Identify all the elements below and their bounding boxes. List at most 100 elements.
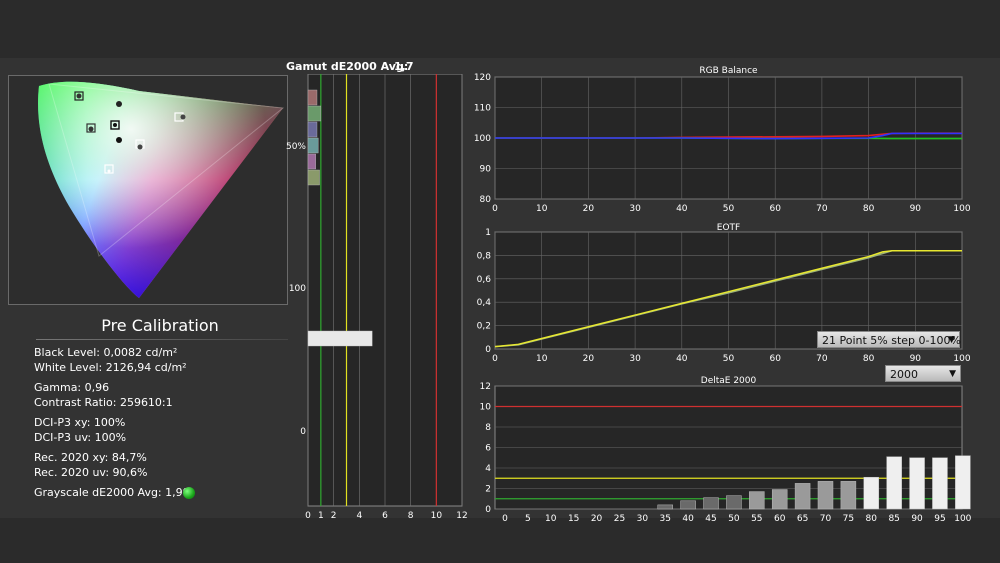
x-tick-label: 80: [866, 514, 878, 524]
measured-point-gray: [116, 137, 122, 143]
y-tick-label: 100: [474, 134, 491, 144]
x-tick-label: 80: [863, 354, 875, 364]
x-tick-label: 55: [751, 514, 762, 524]
x-tick-label: 2: [331, 511, 337, 521]
x-tick-label: 5: [525, 514, 531, 524]
x-tick-label: 60: [769, 354, 781, 364]
gamut-bar: [307, 137, 319, 154]
measured-point-white: [113, 123, 117, 127]
y-tick-label: 50%: [286, 142, 306, 152]
x-tick-label: 60: [774, 514, 786, 524]
gamut-bar: [307, 169, 320, 186]
peak-dropdown[interactable]: 2000 ▼: [885, 365, 961, 382]
series-line-1: [494, 249, 962, 348]
x-tick-label: 12: [456, 511, 467, 521]
y-tick-label: 0: [485, 505, 491, 515]
eotf-pattern-value: 21 Point 5% step 0-100%: [822, 334, 961, 347]
x-tick-label: 0: [492, 354, 498, 364]
target-marker-green: [74, 91, 84, 101]
rec2020-xy: Rec. 2020 xy: 84,7%: [34, 451, 147, 464]
dci-p3-xy: DCI-P3 xy: 100%: [34, 416, 126, 429]
target-marker-blue: [104, 164, 114, 174]
y-tick-label: 0,2: [477, 322, 491, 332]
x-tick-label: 20: [591, 514, 603, 524]
x-tick-label: 0: [492, 204, 498, 214]
x-tick-label: 50: [723, 204, 735, 214]
x-tick-label: 70: [816, 204, 828, 214]
cie-diagram-frame: [8, 75, 288, 305]
measured-point-red: [180, 114, 186, 120]
x-tick-label: 0: [502, 514, 508, 524]
gamut-bar: [307, 330, 373, 347]
x-tick-label: 8: [408, 511, 414, 521]
target-marker-cyan: [86, 123, 96, 133]
x-tick-label: 1: [318, 511, 324, 521]
deltae-bar: [726, 495, 742, 510]
chevron-down-icon: ▼: [948, 335, 955, 345]
x-tick-label: 30: [629, 354, 641, 364]
measured-point-cyan: [88, 126, 94, 132]
gamut-de-value: 1,7: [394, 60, 414, 73]
x-tick-label: 100: [953, 354, 970, 364]
y-tick-label: 80: [480, 195, 492, 205]
x-tick-label: 90: [910, 354, 922, 364]
x-tick-label: 70: [816, 354, 828, 364]
chart-title: DeltaE 2000: [701, 376, 757, 386]
x-tick-label: 30: [629, 204, 641, 214]
deltae-bar: [932, 457, 948, 510]
y-tick-label: 1: [485, 228, 491, 238]
eotf-pattern-dropdown[interactable]: 21 Point 5% step 0-100% ▼: [817, 331, 961, 348]
deltae-bar: [749, 491, 765, 510]
target-marker-white: [110, 120, 120, 130]
title-underline: [36, 339, 288, 340]
measured-point-blue: [107, 169, 111, 173]
grayscale-de-avg: Grayscale dE2000 Avg: 1,99: [34, 486, 190, 499]
deltae-bar: [771, 489, 788, 510]
x-tick-label: 10: [545, 514, 557, 524]
gamut-triangle: [48, 83, 285, 257]
measured-point-magenta: [137, 144, 143, 150]
y-tick-label: 12: [480, 382, 491, 392]
y-tick-label: 0: [300, 427, 306, 437]
x-tick-label: 30: [637, 514, 649, 524]
gamut-de-title: Gamut dE2000 Avg:: [286, 60, 409, 73]
gamut-bar: [307, 121, 318, 138]
y-tick-label: 0: [485, 345, 491, 355]
deltae-bar: [909, 457, 925, 510]
gamma: Gamma: 0,96: [34, 381, 110, 394]
x-tick-label: 25: [614, 514, 625, 524]
x-tick-label: 100: [953, 204, 970, 214]
deltae-bar: [680, 500, 696, 510]
x-tick-label: 75: [843, 514, 854, 524]
rgb-balance-chart: RGB Balance 80 90 100 110 120 0 10 20 30 40 50 60 70 8…: [474, 66, 971, 214]
rec2020-uv: Rec. 2020 uv: 90,6%: [34, 466, 148, 479]
deltae-bar: [886, 456, 902, 510]
dci-p3-uv: DCI-P3 uv: 100%: [34, 431, 127, 444]
y-tick-label: 110: [474, 104, 491, 114]
deltae-bar: [863, 476, 880, 510]
deltae-bar: [840, 481, 857, 510]
x-tick-label: 15: [568, 514, 579, 524]
x-tick-label: 40: [676, 354, 688, 364]
x-tick-label: 40: [676, 204, 688, 214]
x-tick-label: 35: [660, 514, 671, 524]
y-tick-label: 0,4: [477, 298, 492, 308]
black-level: Black Level: 0,0082 cd/m²: [34, 346, 178, 359]
x-tick-label: 10: [536, 204, 548, 214]
y-tick-label: 8: [485, 423, 491, 433]
cie-diagram: [38, 81, 285, 299]
x-tick-label: 80: [863, 204, 875, 214]
chart-title: EOTF: [717, 223, 740, 233]
deltae-bar: [817, 481, 834, 510]
x-tick-label: 70: [820, 514, 832, 524]
x-tick-label: 6: [382, 511, 388, 521]
x-tick-label: 45: [705, 514, 716, 524]
y-tick-label: 2: [485, 485, 491, 495]
x-tick-label: 40: [682, 514, 694, 524]
gamut-bar: [307, 105, 322, 122]
deltae-bar: [794, 483, 811, 510]
x-tick-label: 20: [583, 354, 595, 364]
x-tick-label: 10: [536, 354, 548, 364]
